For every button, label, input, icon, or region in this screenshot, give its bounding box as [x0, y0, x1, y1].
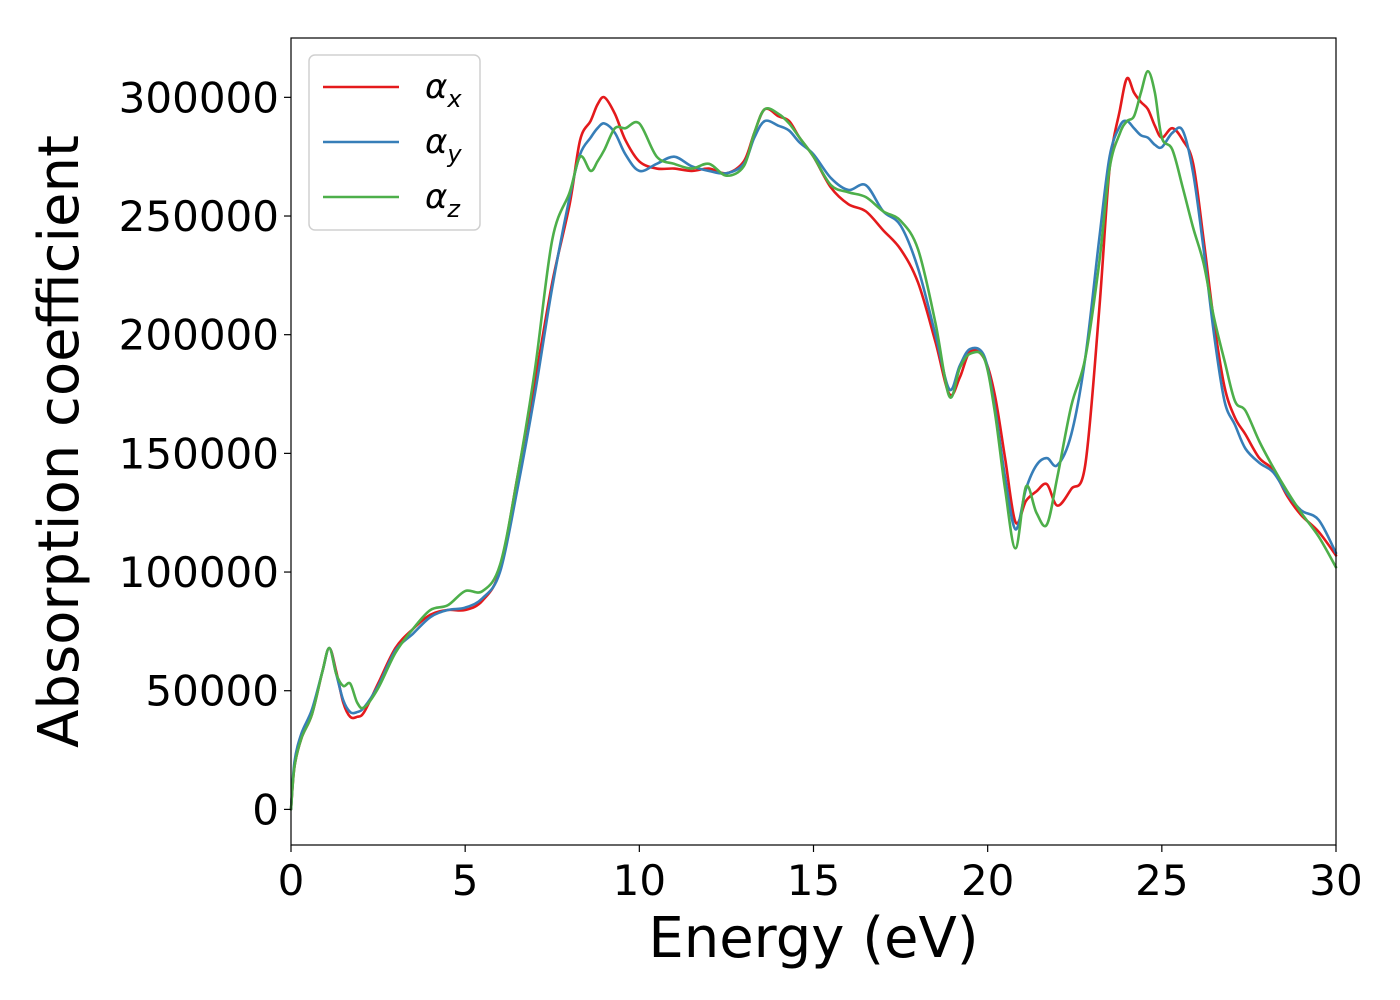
y-axis-ticks: 0 50000 100000 150000 200000 250000 300000: [119, 73, 291, 834]
legend-symbol: α: [425, 67, 447, 107]
y-axis-label: Absorption coefficient: [27, 135, 92, 748]
x-axis-ticks: 0 5 10 15 20 25 30: [278, 845, 1363, 905]
plot-lines: [289, 69, 1338, 811]
legend-label-x: αx: [425, 67, 462, 113]
x-axis-label: Energy (eV): [648, 906, 978, 971]
x-tick-label: 0: [278, 856, 305, 905]
y-tick-label: 100000: [119, 548, 279, 597]
legend-subscript: x: [446, 85, 462, 113]
y-tick-label: 200000: [119, 311, 279, 360]
y-tick-label: 300000: [119, 73, 279, 122]
series-line-z: [289, 69, 1338, 811]
legend-label-y: αy: [425, 122, 462, 168]
legend-symbol: α: [425, 122, 447, 162]
y-tick-label: 0: [252, 785, 279, 834]
legend-label-z: αz: [425, 177, 461, 223]
x-tick-label: 15: [787, 856, 840, 905]
y-tick-label: 250000: [119, 192, 279, 241]
x-tick-label: 20: [961, 856, 1014, 905]
x-tick-label: 30: [1309, 856, 1362, 905]
y-tick-label: 150000: [119, 429, 279, 478]
x-tick-label: 5: [452, 856, 479, 905]
legend-symbol: α: [425, 177, 447, 217]
x-tick-label: 10: [613, 856, 666, 905]
legend-subscript: z: [446, 195, 461, 223]
x-tick-label: 25: [1135, 856, 1188, 905]
y-tick-label: 50000: [145, 667, 279, 716]
series-line-y: [289, 119, 1338, 811]
legend-subscript: y: [446, 140, 462, 168]
